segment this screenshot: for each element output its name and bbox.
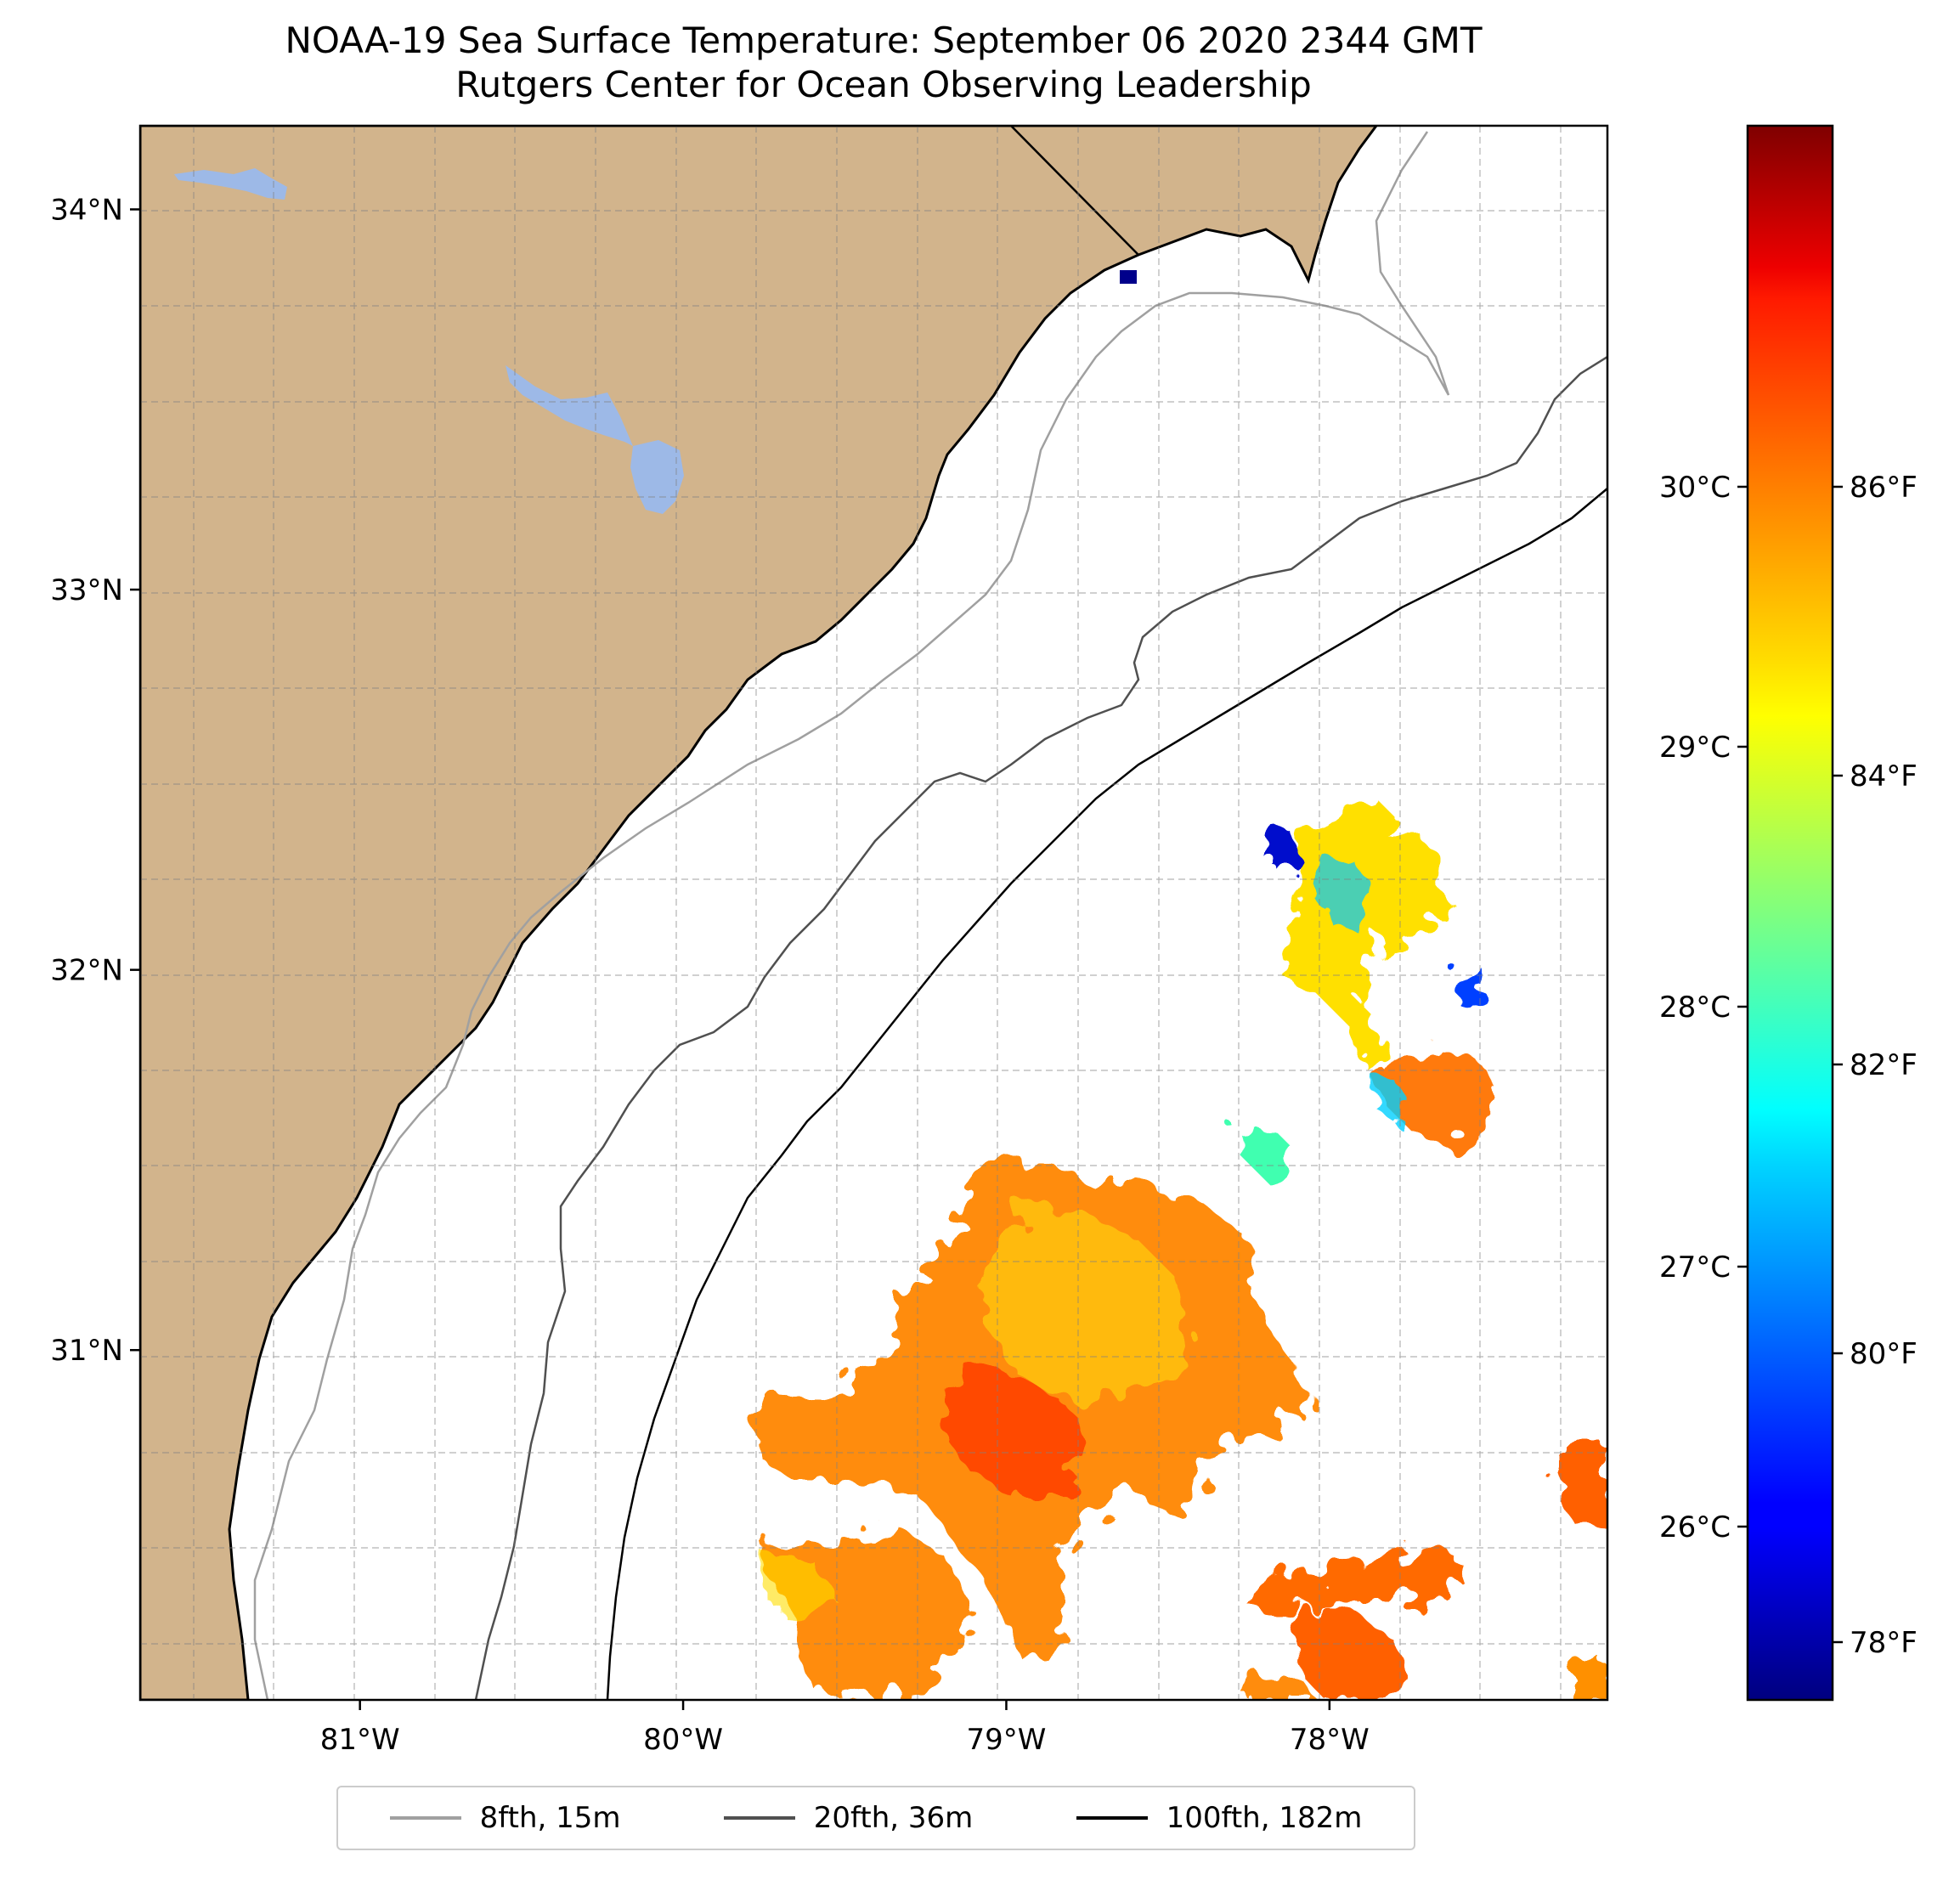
fahrenheit-tick-label: 78°F (1850, 1626, 1918, 1660)
celsius-tick-label: 30°C (1659, 471, 1731, 505)
legend-label: 100fth, 182m (1166, 1801, 1363, 1835)
lat-tick-label: 33°N (50, 573, 123, 607)
lake-moultrie (506, 365, 633, 446)
contour-182m (606, 488, 1607, 1700)
lon-tick-label: 80°W (643, 1723, 723, 1757)
celsius-tick-label: 27°C (1659, 1251, 1731, 1284)
legend-label: 8fth, 15m (479, 1801, 621, 1835)
legend-label: 20fth, 36m (813, 1801, 974, 1835)
map-gridlines (140, 126, 1607, 1700)
title-line-2: Rutgers Center for Ocean Observing Leade… (455, 64, 1312, 105)
colorbar (1746, 124, 1834, 1702)
lon-tick-label: 79°W (967, 1723, 1047, 1757)
legend-entry: 20fth, 36m (723, 1801, 974, 1835)
celsius-tick-label: 28°C (1659, 991, 1731, 1025)
state-border (1010, 126, 1139, 256)
fahrenheit-tick-label: 82°F (1850, 1048, 1918, 1082)
contour-15m (253, 131, 1450, 1700)
longitude-axis: 81°W 80°W 79°W 78°W (320, 1700, 1370, 1757)
fahrenheit-tick-label: 86°F (1850, 471, 1918, 505)
contour-legend: 8fth, 15m 20fth, 36m 100fth, 182m (336, 1786, 1415, 1850)
legend-entry: 8fth, 15m (389, 1801, 621, 1835)
colorbar-celsius-axis: 26°C 27°C 28°C 29°C 30°C (1659, 471, 1748, 1544)
chart-title: NOAA-19 Sea Surface Temperature: Septemb… (0, 19, 1767, 107)
title-line-1: NOAA-19 Sea Surface Temperature: Septemb… (285, 20, 1483, 61)
legend-line-swatch (1076, 1816, 1148, 1820)
legend-entry: 100fth, 182m (1076, 1801, 1363, 1835)
lat-tick-label: 31°N (50, 1334, 123, 1368)
fahrenheit-tick-label: 80°F (1850, 1337, 1918, 1371)
lat-tick-label: 34°N (50, 193, 123, 227)
map-frame (138, 124, 1609, 1702)
legend-line-swatch (389, 1816, 461, 1820)
latitude-axis: 31°N 32°N 33°N 34°N (50, 193, 140, 1368)
fahrenheit-tick-label: 84°F (1850, 759, 1918, 793)
lon-tick-label: 81°W (320, 1723, 400, 1757)
lake-north (174, 168, 287, 200)
small-inlet-marker (1120, 270, 1137, 284)
colorbar-fahrenheit-axis: 78°F 80°F 82°F 84°F 86°F (1833, 471, 1918, 1660)
sst-data-patches (756, 799, 1607, 1700)
celsius-tick-label: 26°C (1659, 1510, 1731, 1544)
lon-tick-label: 78°W (1290, 1723, 1370, 1757)
celsius-tick-label: 29°C (1659, 731, 1731, 765)
contour-36m (474, 355, 1607, 1700)
land-mass (140, 126, 1378, 1700)
lat-tick-label: 32°N (50, 954, 123, 988)
lake-marion-lower (630, 440, 684, 514)
legend-line-swatch (723, 1816, 795, 1820)
